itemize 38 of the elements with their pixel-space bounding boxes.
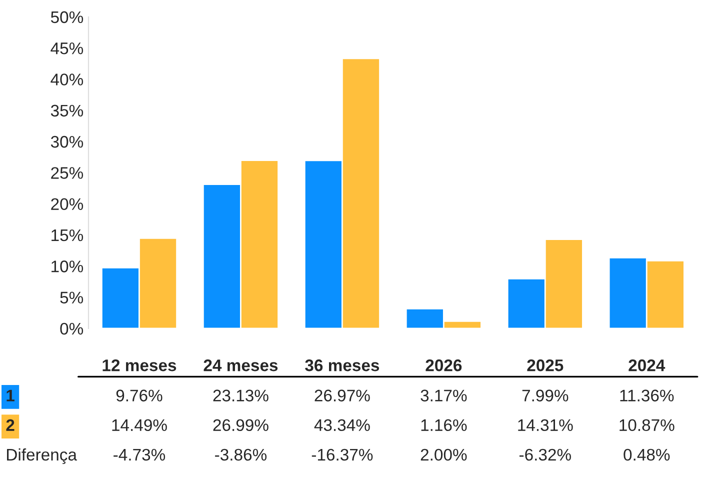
text: 14.31% (518, 419, 573, 432)
y-tick-label: 45% (50, 42, 84, 54)
y-tick-label: 5% (60, 292, 84, 304)
text: 10.87% (620, 419, 674, 432)
text: 0.48% (624, 448, 670, 461)
y-tick-label: 20% (51, 198, 84, 210)
text: 23.13% (213, 390, 268, 402)
text: 11.36% (620, 390, 674, 402)
x-tick-label: 12 meses (102, 359, 176, 372)
text: 14.49% (112, 419, 167, 432)
text: -3.86% (215, 448, 267, 461)
x-tick-label: 2026 (426, 359, 462, 372)
y-tick-label: 40% (50, 74, 84, 86)
y-tick-label: 10% (52, 260, 84, 272)
y-tick-label: 35% (50, 104, 84, 117)
y-tick-label: 30% (50, 136, 84, 148)
y-tick-label: 25% (51, 167, 84, 179)
text: 3.17% (420, 390, 467, 402)
x-tick-label: 36 meses (305, 359, 380, 372)
text: 2.00% (420, 448, 467, 461)
text: 7.99% (522, 390, 568, 402)
text: 26.99% (213, 419, 268, 432)
text: 1 (6, 390, 14, 402)
y-tick-label: 50% (50, 11, 84, 24)
x-tick-label: 2025 (527, 359, 564, 372)
y-tick-label: 0% (60, 322, 84, 335)
text: 26.97% (314, 390, 370, 402)
text: 2 (6, 419, 14, 431)
x-tick-label: 2024 (628, 359, 666, 372)
text: -4.73% (114, 448, 166, 461)
text: -6.32% (519, 448, 571, 461)
y-tick-label: 15% (52, 229, 84, 242)
text: 43.34% (314, 419, 370, 432)
text: Diferença (7, 448, 77, 464)
text: -16.37% (312, 448, 373, 461)
text: 9.76% (116, 390, 162, 402)
text: 1.16% (421, 419, 467, 432)
x-tick-label: 24 meses (204, 359, 278, 372)
